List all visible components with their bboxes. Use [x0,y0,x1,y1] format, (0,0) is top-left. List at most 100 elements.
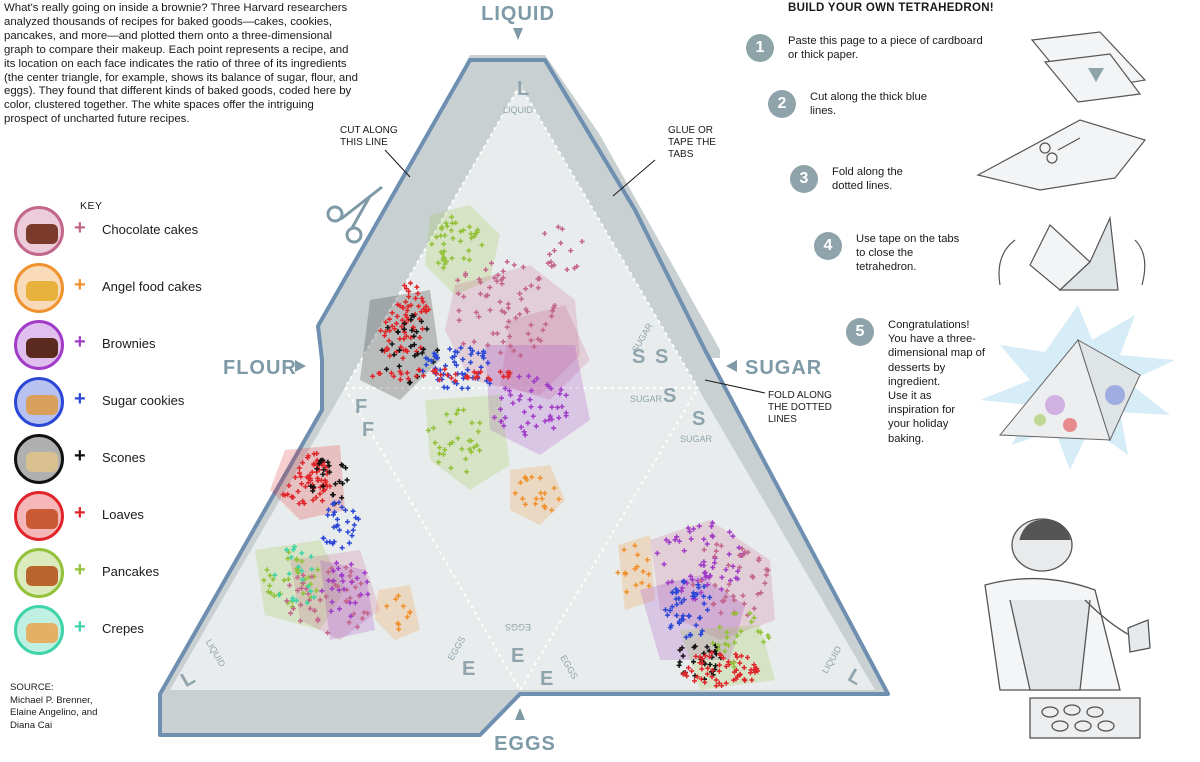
recipe-point [331,500,337,506]
recipe-point [344,598,349,604]
recipe-point [448,375,454,381]
face-letter-s-center: S [663,385,676,407]
recipe-point [699,628,705,634]
recipe-point [350,527,356,533]
recipe-point [766,635,772,641]
recipe-point [513,315,519,321]
recipe-point [500,339,506,345]
recipe-point [420,326,425,332]
recipe-point [520,496,526,502]
recipe-point [702,570,708,575]
recipe-point [710,640,716,646]
recipe-point [395,302,401,308]
recipe-point [545,260,551,266]
recipe-point [688,573,694,579]
recipe-point [358,592,364,598]
recipe-point [408,335,414,341]
recipe-point [353,584,358,590]
recipe-point [466,438,472,444]
recipe-point [347,595,353,601]
recipe-point [724,588,730,594]
recipe-point [412,353,418,359]
recipe-point [432,440,438,446]
recipe-point [672,537,678,543]
recipe-point [749,573,755,579]
recipe-point [441,248,447,254]
recipe-point [334,560,339,566]
recipe-point [502,386,508,391]
key-item: + Angel food cakes [14,263,234,315]
recipe-point [271,593,277,599]
recipe-point [336,479,342,484]
recipe-point [701,601,707,607]
recipe-point [579,239,585,244]
recipe-point [350,508,356,514]
recipe-point [485,342,491,348]
recipe-point [281,577,287,583]
recipe-point [468,231,474,237]
recipe-point [429,358,434,364]
recipe-point [383,329,389,335]
recipe-point [440,251,446,257]
recipe-point [676,538,682,544]
recipe-point [737,552,742,558]
recipe-point [518,393,524,399]
recipe-point [669,590,675,595]
recipe-point [501,423,507,429]
recipe-point [312,608,318,613]
recipe-point [438,233,444,239]
recipe-point [692,678,697,684]
recipe-point [524,309,530,315]
annotation-glue: GLUE OR TAPE THE TABS [668,125,716,160]
recipe-point [736,545,742,551]
recipe-point [698,578,703,584]
recipe-point [395,593,401,599]
recipe-point [335,566,341,571]
recipe-point [406,380,412,386]
recipe-point [433,370,439,376]
key-photo [14,263,64,313]
recipe-point [456,308,462,314]
recipe-point [539,496,545,502]
recipe-point [352,600,358,606]
recipe-point [697,660,703,666]
face-letter-s-upper-right: S [655,346,668,368]
recipe-point [305,453,311,459]
recipe-point [574,263,580,269]
recipe-point [547,413,553,419]
recipe-point [758,629,764,635]
recipe-point [516,397,522,403]
recipe-point [409,313,415,319]
recipe-point [399,324,405,329]
step-number: 4 [814,232,842,260]
recipe-point [691,659,696,665]
recipe-point [391,373,397,379]
key-label: Chocolate cakes [102,222,199,237]
recipe-point [384,603,390,609]
recipe-point [523,286,529,292]
recipe-point [521,429,527,435]
recipe-point [718,610,724,616]
recipe-point [276,592,282,598]
recipe-point [689,668,695,674]
cluster-hull [445,265,580,395]
recipe-point [752,669,758,675]
recipe-point [387,316,392,322]
recipe-point [724,629,730,635]
recipe-point [676,662,682,668]
key-photo [14,548,64,598]
recipe-point [385,325,391,330]
recipe-point [733,667,739,673]
recipe-point [465,385,471,391]
recipe-point [308,588,314,594]
recipe-point [734,633,740,639]
recipe-point [293,598,299,604]
recipe-point [419,318,424,324]
recipe-point [727,529,733,535]
recipe-point [719,574,725,580]
recipe-point [417,335,423,341]
recipe-point [420,299,426,305]
recipe-point [541,503,547,509]
corner-label-sugar: SUGAR [745,357,822,379]
recipe-point [499,395,504,401]
